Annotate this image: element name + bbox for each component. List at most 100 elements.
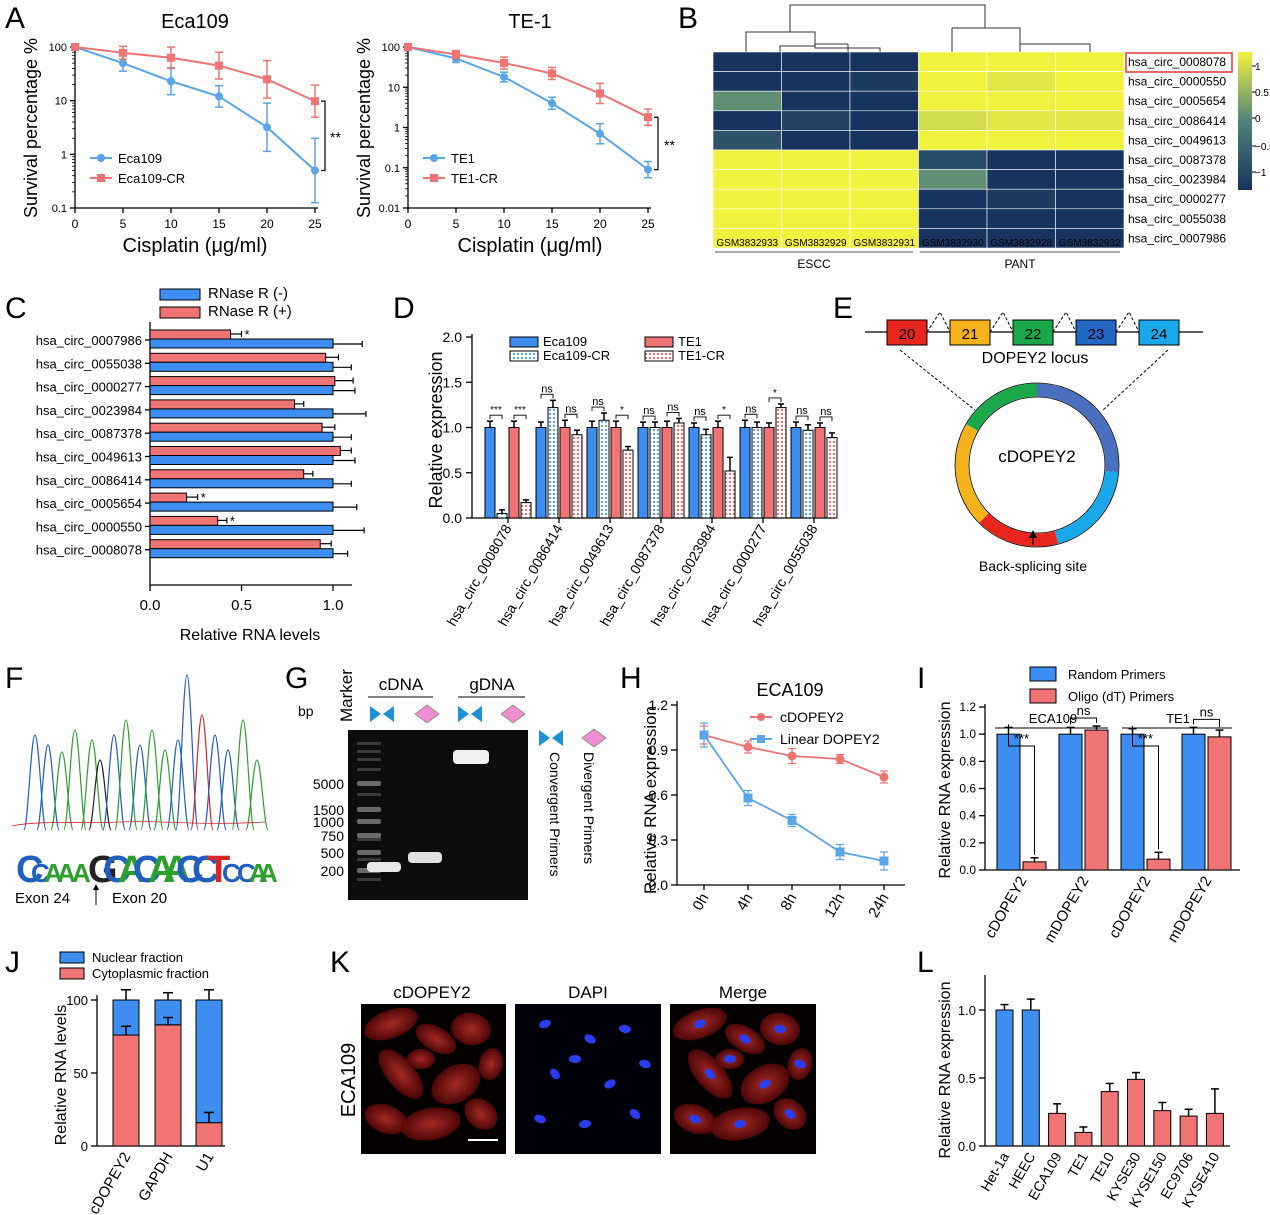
sequence-base: C [16,849,43,891]
panel-letter-i: I [917,662,925,695]
x-tick-label: 0 [405,217,412,231]
chart-title: Eca109 [161,11,229,33]
cell-nucleus [794,1059,806,1069]
significance-mark: ns [643,405,655,417]
y-tick-label: 10 [55,96,67,108]
legend-marker [757,735,765,743]
category-label: mDOPEY2 [1164,874,1215,946]
y-tick-label: 0.1 [385,163,400,175]
heatmap-cell [986,71,1056,92]
significance-mark: ns [592,396,604,408]
exon-label: 24 [1151,326,1168,343]
heatmap-cell [712,51,782,72]
circrna-segment [979,513,1059,547]
sequence-base: T [207,849,230,891]
significance-bracket [744,413,758,419]
data-point [644,165,652,174]
y-tick-label: 0.3 [649,832,669,848]
heatmap-row-label: hsa_circ_0008078 [1128,55,1226,69]
heatmap-cell [849,130,919,151]
heatmap-cell [1055,169,1125,190]
heatmap-cell [1055,188,1125,210]
significance-mark: * [620,405,624,416]
bar [535,427,547,519]
cell-nucleus [705,1068,715,1080]
colorbar-label: −1 [1255,168,1267,179]
legend-marker [430,174,438,182]
chart-title: TE-1 [508,11,551,33]
ladder-band [357,758,381,761]
heatmap-row-label: hsa_circ_0007986 [1128,231,1226,245]
legend-swatch [159,288,201,301]
y-tick-label: 0.2 [959,836,976,850]
cell-nucleus [739,1034,751,1044]
data-point [699,730,709,740]
bar [724,470,736,519]
cell-cytoplasm [416,1023,456,1055]
heatmap-cell [712,110,782,131]
significance-mark: *** [1138,731,1153,746]
heatmap-col-label: GSM3832931 [853,238,915,249]
exon-24 [1138,319,1180,346]
y-tick-label: 0.9 [649,742,669,758]
significance-bracket [819,416,833,421]
y-tick-label: 0.4 [959,809,976,823]
significance-mark: ** [330,129,341,145]
y-tick-label: 100 [382,42,400,54]
category-label: GAPDH [135,1150,176,1205]
cell-nucleus [759,1079,771,1089]
bar [1127,1078,1145,1147]
bar [1058,733,1083,871]
category-label: hsa_circ_0087378 [36,426,142,441]
sequence-base: C [192,849,219,891]
y-tick-label: 0.0 [958,1139,976,1154]
cell-cytoplasm [451,1012,491,1046]
legend-label: Random Primers [1068,667,1166,682]
legend-label: TE1 [451,151,475,166]
panel-letter-g: G [285,662,308,695]
legend-label: Nuclear fraction [92,950,183,965]
exon-20-label: Exon 20 [112,890,167,907]
category-label: hsa_circ_0086414 [36,473,142,488]
significance-mark: * [773,388,777,399]
heatmap-cell [1055,149,1125,170]
circrna-segment [1036,383,1119,473]
group-label: ECA109 [1029,711,1077,726]
cell-nucleus [724,1055,736,1063]
y-tick-label: 100 [66,993,88,1008]
legend-label: TE1-CR [678,348,725,363]
legend-swatch [1029,666,1057,682]
panel-j: Nuclear fraction Cytoplasmic fraction Re… [53,950,225,1215]
series-line [74,46,316,172]
data-point [167,53,175,62]
convergent-primer-icon [458,706,469,722]
bar-rnase-plus [149,469,305,480]
bar-rnase-plus [149,399,296,410]
heatmap-cell [712,90,782,112]
panel-letter-c: C [5,292,27,325]
data-point [311,166,319,175]
cell-cytoplasm [364,1103,408,1135]
convergent-primer-icon [539,730,550,746]
panel-letter-d: D [393,292,415,325]
heatmap-cell [781,90,851,112]
y-tick-label: 1 [61,149,67,161]
x-tick-label: 0 [72,217,79,231]
colorbar-label: 1 [1255,62,1261,73]
significance-bracket [642,415,656,421]
bar [484,427,496,519]
chromatogram-peak [175,674,199,831]
heatmap-cell [781,51,851,72]
y-tick-label: 1 [394,123,400,135]
locus-label: DOPEY2 locus [982,350,1089,367]
y-axis-label: Survival percentage % [21,38,41,218]
heatmap-cell [1055,51,1125,72]
heatmap-cell [712,208,782,229]
pcr-band [453,750,489,764]
heatmap-cell [712,71,782,92]
heatmap-cell [1055,90,1125,112]
highlight-box [1125,52,1233,73]
bar [790,427,802,519]
significance-bracket [693,416,707,421]
